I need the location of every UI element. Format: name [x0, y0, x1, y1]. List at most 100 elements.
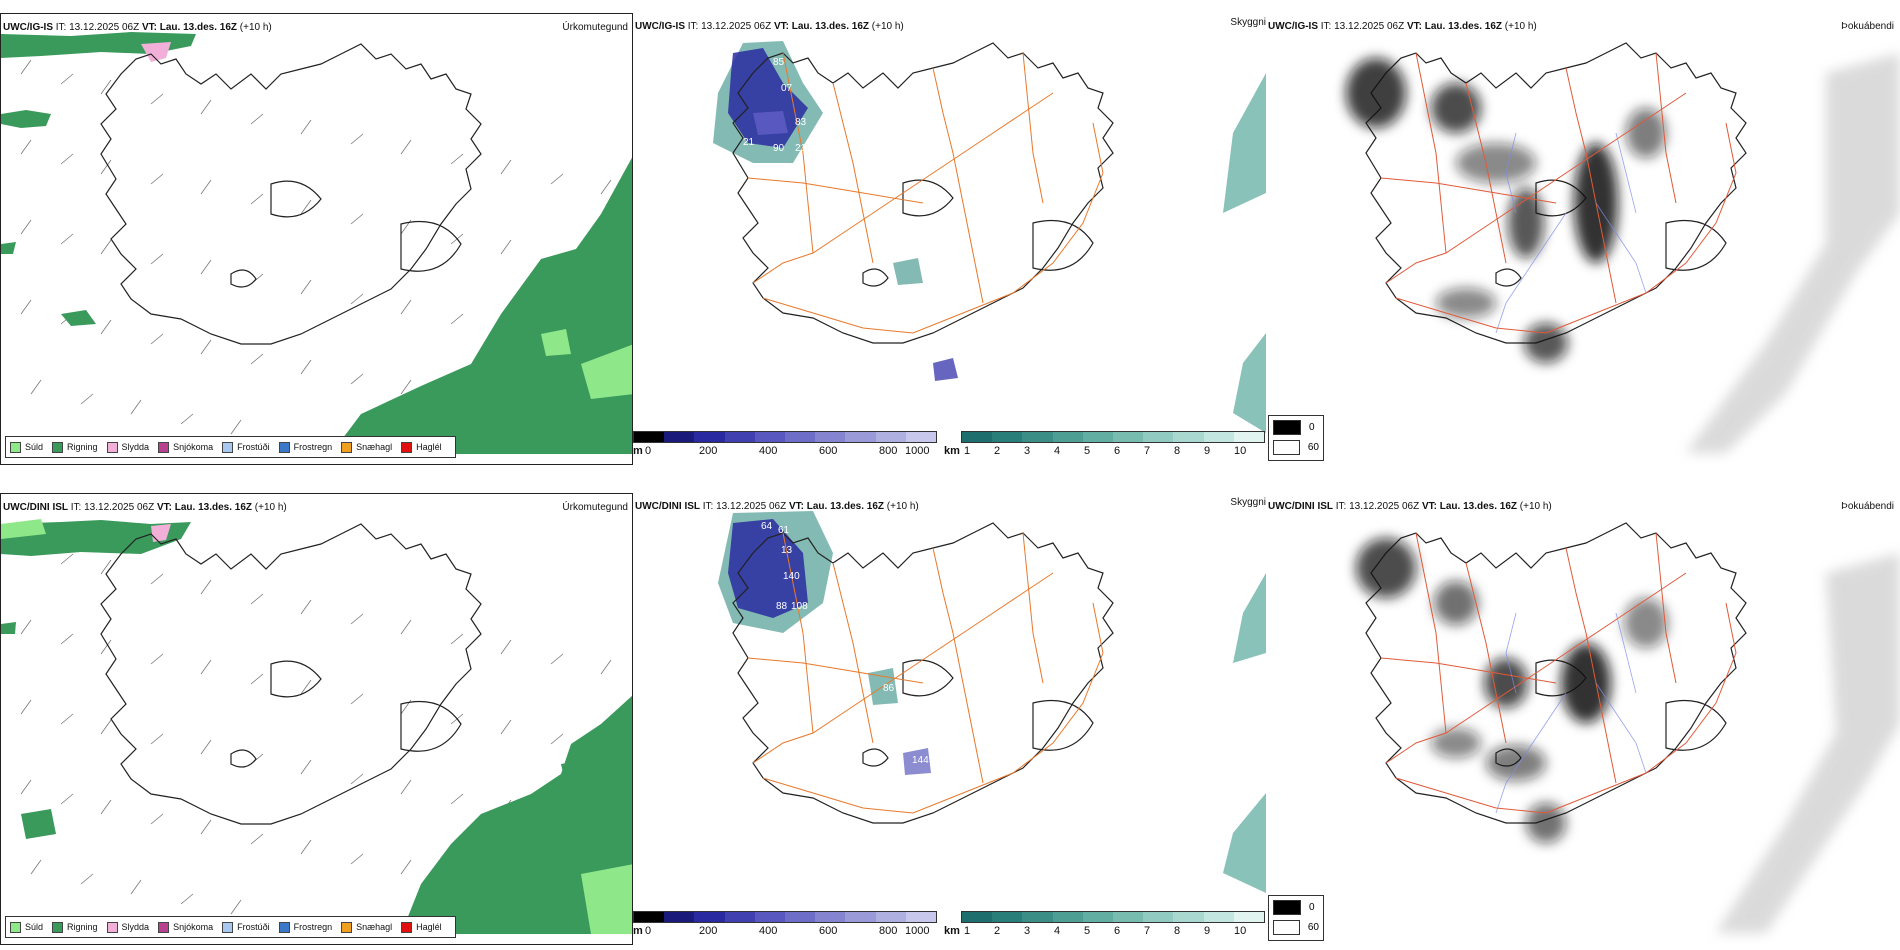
colorbar-step: [962, 432, 993, 442]
colorbar-step: [1113, 912, 1144, 922]
colorbar-step: [694, 912, 725, 922]
colorbar-step: [694, 432, 725, 442]
legend-swatch: [10, 921, 21, 933]
colorbar-step: [815, 432, 846, 442]
legend-item: Frostúði: [222, 441, 270, 453]
colorbar-step: [992, 432, 1023, 442]
colorbar-step: [1022, 912, 1053, 922]
legend-item: Haglél: [401, 921, 442, 933]
panel-parameter-name: Úrkomutegund: [562, 22, 628, 33]
legend-item: Frostregn: [278, 441, 332, 453]
colorbar-step: [962, 912, 993, 922]
legend-item: Rigning: [52, 441, 98, 453]
legend-swatch: [52, 921, 64, 933]
ceiling-label: 88: [776, 601, 788, 612]
colorbar-step: [664, 912, 695, 922]
legend-swatch: [10, 441, 21, 453]
legend-swatch: [158, 441, 170, 453]
precip-type-legend: Súld Rigning Slydda Snjókoma Frostúði Fr…: [5, 436, 456, 458]
legend-item: Snæhagl: [341, 921, 392, 933]
ceiling-label: 140: [783, 571, 800, 582]
legend-swatch: [222, 441, 234, 453]
ceiling-m-colorbar: [633, 911, 937, 923]
colorbar-step: [1173, 912, 1204, 922]
ceiling-km-colorbar: [961, 431, 1265, 443]
ceiling-label: 13: [781, 545, 793, 556]
colorbar-step: [785, 912, 816, 922]
precip-map: [1, 519, 632, 934]
colorbar-step: [1082, 432, 1114, 442]
ceiling-km-colorbar: [961, 911, 1265, 923]
colorbar-step: [634, 432, 665, 442]
colorbar-step: [724, 432, 755, 442]
ceiling-label: 07: [781, 83, 793, 94]
ceiling-km-ticks: km 1 2 3 4 5 6 7 8 9 10: [944, 445, 1247, 457]
colorbar-step: [1143, 432, 1174, 442]
panel-parameter-name: Þokuábendi: [1841, 21, 1894, 32]
ceiling-panel-row1: UWC/IG-IS IT: 13.12.2025 06Z VT: Lau. 13…: [633, 13, 1266, 465]
legend-item: Snjókoma: [158, 921, 213, 933]
ceiling-label: 64: [761, 521, 773, 532]
ceiling-map: 85 07 83 21 21 90: [713, 41, 1266, 433]
fog-key-swatch: [1273, 899, 1301, 915]
panel-parameter-name: Úrkomutegund: [562, 502, 628, 513]
ceiling-m-ticks: m 0 200 400 600 800 1000: [633, 925, 930, 937]
legend-item: Snæhagl: [341, 441, 392, 453]
panel-title: UWC/DINI ISL IT: 13.12.2025 06Z VT: Lau.…: [3, 502, 287, 513]
ceiling-label: 61: [778, 525, 790, 536]
ceiling-label: 21: [795, 143, 807, 154]
legend-item: Slydda: [106, 441, 149, 453]
precip-map: [1, 32, 632, 454]
precip-type-legend: Súld Rigning Slydda Snjókoma Frostúði Fr…: [5, 916, 456, 938]
colorbar-step: [1082, 912, 1114, 922]
precip-panel-row1: UWC/IG-IS IT: 13.12.2025 06Z VT: Lau. 13…: [0, 13, 633, 465]
ceiling-label: 86: [883, 683, 895, 694]
fog-key-item: 60: [1273, 918, 1319, 936]
colorbar-step: [815, 912, 846, 922]
legend-swatch: [278, 441, 290, 453]
legend-swatch: [278, 921, 290, 933]
ceiling-label: 85: [773, 57, 785, 68]
colorbar-step: [875, 912, 906, 922]
ceiling-map: 64 61 13 140 88 108 86 144: [718, 511, 1266, 893]
legend-item: Slydda: [106, 921, 149, 933]
colorbar-step: [724, 912, 755, 922]
ceiling-label: 21: [743, 137, 755, 148]
colorbar-step: [1233, 912, 1265, 922]
colorbar-step: [1052, 912, 1083, 922]
fog-key-item: 60: [1273, 438, 1319, 456]
colorbar-step: [785, 432, 816, 442]
legend-swatch: [341, 921, 353, 933]
colorbar-step: [1203, 912, 1234, 922]
legend-item: Súld: [10, 921, 43, 933]
panel-parameter-name: Skyggni: [1230, 497, 1266, 508]
fog-key-item: 0: [1273, 898, 1319, 916]
ceiling-label: 108: [791, 601, 808, 612]
colorbar-step: [1113, 432, 1144, 442]
fog-key: 0 60: [1268, 415, 1324, 461]
fog-key-swatch: [1273, 919, 1300, 935]
panel-title: UWC/DINI ISL IT: 13.12.2025 06Z VT: Lau.…: [1268, 501, 1552, 512]
legend-swatch: [341, 441, 353, 453]
legend-item: Frostúði: [222, 921, 270, 933]
legend-item: Frostregn: [278, 921, 332, 933]
legend-swatch: [401, 441, 413, 453]
colorbar-step: [1052, 432, 1083, 442]
fog-key-swatch: [1273, 419, 1301, 435]
legend-swatch: [401, 921, 413, 933]
colorbar-step: [1203, 432, 1234, 442]
precip-panel-row2: UWC/DINI ISL IT: 13.12.2025 06Z VT: Lau.…: [0, 493, 633, 945]
colorbar-step: [845, 912, 876, 922]
panel-title: UWC/IG-IS IT: 13.12.2025 06Z VT: Lau. 13…: [1268, 21, 1537, 32]
legend-swatch: [106, 441, 118, 453]
ceiling-panel-row2: UWC/DINI ISL IT: 13.12.2025 06Z VT: Lau.…: [633, 493, 1266, 945]
legend-swatch: [158, 921, 170, 933]
panel-parameter-name: Þokuábendi: [1841, 501, 1894, 512]
ceiling-label: 144: [912, 755, 929, 766]
fog-panel-row2: UWC/DINI ISL IT: 13.12.2025 06Z VT: Lau.…: [1266, 493, 1900, 945]
fog-key: 0 60: [1268, 895, 1324, 941]
ceiling-m-colorbar: [633, 431, 937, 443]
colorbar-step: [634, 912, 665, 922]
fog-map: [1356, 522, 1900, 933]
legend-item: Haglél: [401, 441, 442, 453]
